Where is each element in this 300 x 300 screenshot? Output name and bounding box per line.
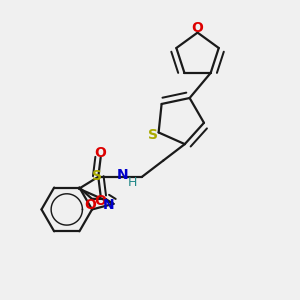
- Text: O: O: [95, 146, 106, 160]
- Text: O: O: [85, 198, 96, 212]
- Text: N: N: [103, 198, 114, 212]
- Text: O: O: [95, 194, 106, 208]
- Text: O: O: [192, 21, 203, 35]
- Text: S: S: [148, 128, 158, 142]
- Text: S: S: [92, 169, 102, 183]
- Text: N: N: [116, 168, 128, 182]
- Text: H: H: [128, 176, 137, 189]
